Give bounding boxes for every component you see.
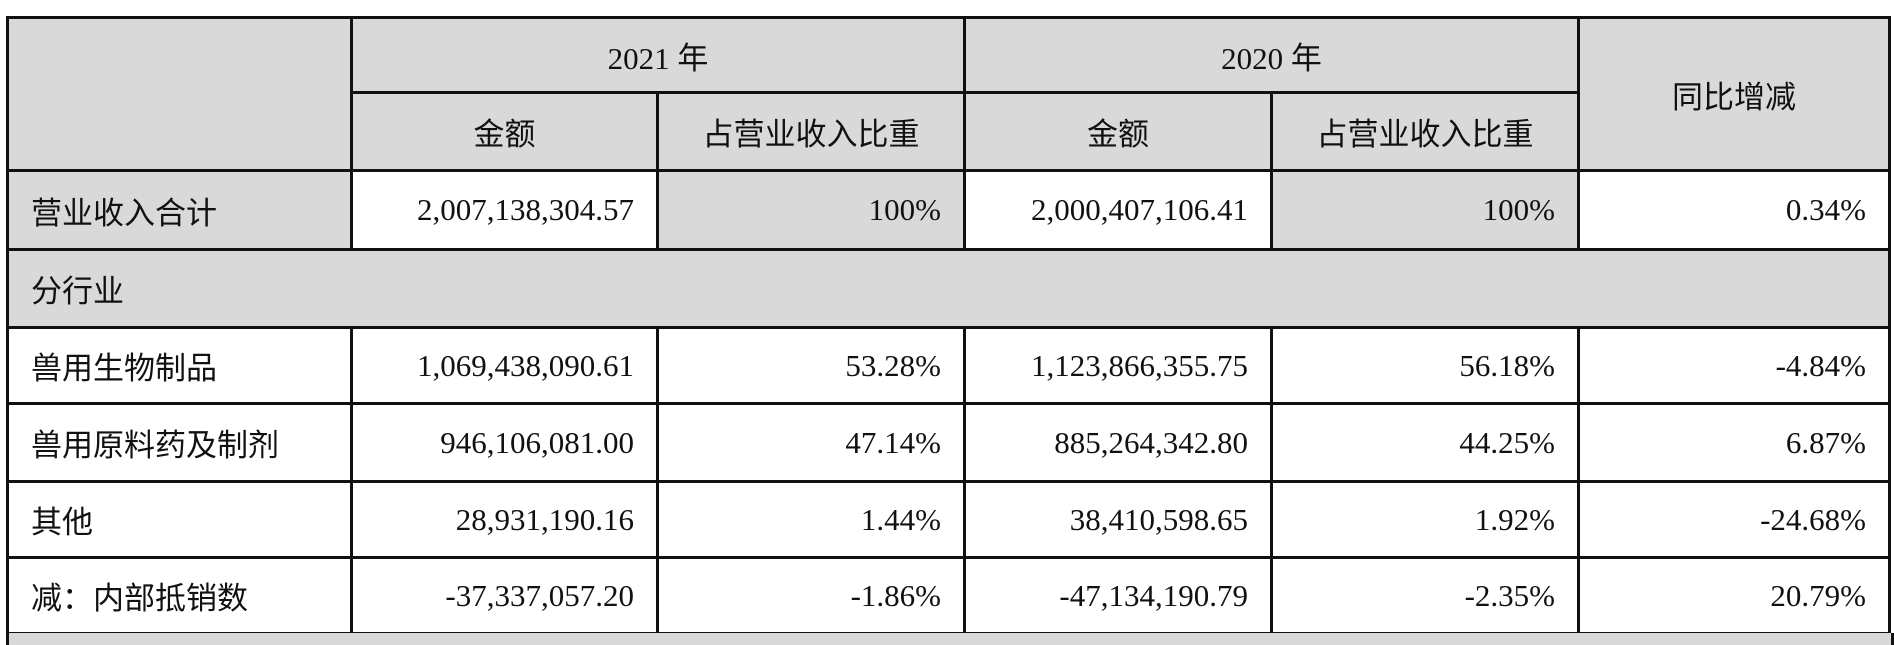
amount-2020: 885,264,342.80 [963,402,1273,483]
section-row: 分行业 [6,248,1891,329]
yoy-change: -4.84% [1577,326,1891,405]
share-2021: -1.86% [656,556,966,635]
amount-2021: 2,007,138,304.57 [350,169,659,251]
share-2021: 53.28% [656,326,966,405]
amount-2021: 28,931,190.16 [350,480,659,559]
header-yoy: 同比增减 [1577,16,1891,172]
header-share-2021: 占营业收入比重 [656,91,966,172]
header-amount-2021: 金额 [350,91,659,172]
row-label: 营业收入合计 [6,169,353,251]
revenue-table: 2021 年 2020 年 同比增减 金额 占营业收入比重 金额 占营业收入比重… [6,16,1891,635]
yoy-change: -24.68% [1577,480,1891,559]
amount-2020: 1,123,866,355.75 [963,326,1273,405]
row-label: 减：内部抵销数 [6,556,353,635]
share-2020: 44.25% [1270,402,1580,483]
share-2021: 47.14% [656,402,966,483]
amount-2021: 1,069,438,090.61 [350,326,659,405]
row-label: 兽用原料药及制剂 [6,402,353,483]
table-row: 减：内部抵销数 -37,337,057.20 -1.86% -47,134,19… [6,556,1891,635]
share-2021: 100% [656,169,966,251]
amount-2021: -37,337,057.20 [350,556,659,635]
yoy-change: 0.34% [1577,169,1891,251]
table-row: 兽用生物制品 1,069,438,090.61 53.28% 1,123,866… [6,326,1891,405]
table-row: 其他 28,931,190.16 1.44% 38,410,598.65 1.9… [6,480,1891,559]
total-row: 营业收入合计 2,007,138,304.57 100% 2,000,407,1… [6,169,1891,251]
header-2021: 2021 年 [350,16,966,94]
share-2020: 1.92% [1270,480,1580,559]
row-label: 兽用生物制品 [6,326,353,405]
next-row-partial [6,633,1894,645]
amount-2020: 38,410,598.65 [963,480,1273,559]
corner-cell [6,16,353,172]
header-amount-2020: 金额 [963,91,1273,172]
yoy-change: 20.79% [1577,556,1891,635]
row-label: 其他 [6,480,353,559]
amount-2020: 2,000,407,106.41 [963,169,1273,251]
share-2020: 56.18% [1270,326,1580,405]
header-share-2020: 占营业收入比重 [1270,91,1580,172]
amount-2021: 946,106,081.00 [350,402,659,483]
table-row: 兽用原料药及制剂 946,106,081.00 47.14% 885,264,3… [6,402,1891,483]
yoy-change: 6.87% [1577,402,1891,483]
share-2020: 100% [1270,169,1580,251]
share-2021: 1.44% [656,480,966,559]
share-2020: -2.35% [1270,556,1580,635]
amount-2020: -47,134,190.79 [963,556,1273,635]
header-2020: 2020 年 [963,16,1580,94]
